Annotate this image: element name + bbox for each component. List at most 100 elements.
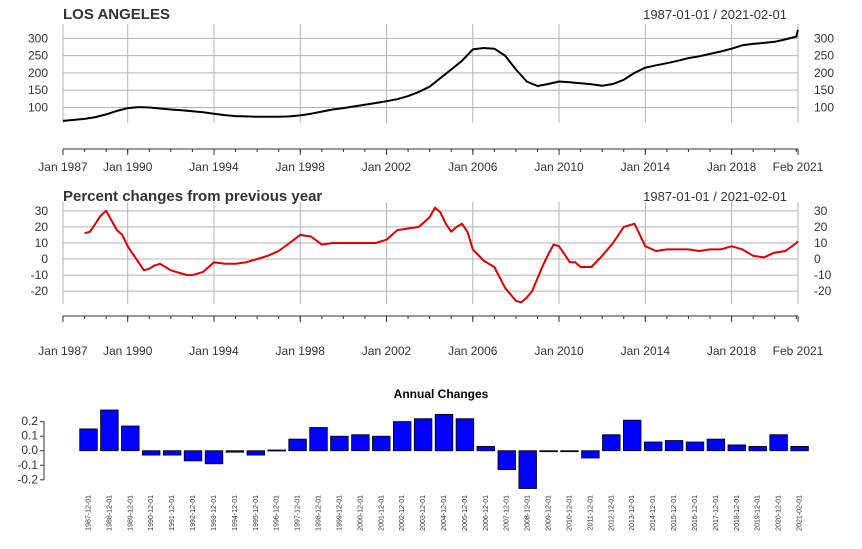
annual-change-bar: [372, 435, 391, 452]
x-tick-label: Jan 1990: [103, 160, 153, 174]
y-tick-label-right: 30: [814, 204, 828, 218]
y-tick-label-left: 150: [28, 83, 48, 97]
bar-x-tick-label: 2001-12-01: [378, 495, 385, 531]
annual-change-bar: [309, 427, 328, 452]
y-tick-label-right: 100: [814, 100, 834, 114]
bar-x-tick-label: 1990-12-01: [148, 495, 155, 531]
annual-change-bar: [644, 441, 663, 452]
bar-x-tick-label: 1991-12-01: [169, 495, 176, 531]
bar-x-tick-label: 2007-12-01: [504, 495, 511, 531]
bar-x-tick-label: 1988-12-01: [106, 495, 113, 531]
y-tick-label-left: -10: [31, 268, 49, 282]
y-tick-label-left: 250: [28, 49, 48, 63]
bar-x-tick-label: 1998-12-01: [316, 495, 323, 531]
bar-y-tick-label: 0.2: [21, 414, 38, 428]
y-tick-label-left: -20: [31, 284, 49, 298]
annual-change-bar: [162, 450, 182, 456]
annual-change-bar: [455, 418, 475, 452]
y-tick-label-right: 300: [814, 31, 834, 45]
bar-x-tick-label: 1994-12-01: [232, 495, 239, 531]
annual-change-bar: [183, 450, 203, 462]
percent-change-chart-date-range: 1987-01-01 / 2021-02-01: [643, 189, 787, 204]
annual-change-bar: [790, 445, 809, 452]
bar-x-tick-label: 2008-12-01: [525, 495, 532, 531]
bar-x-tick-label: 2021-02-01: [797, 495, 804, 531]
annual-change-bar: [518, 450, 537, 489]
x-tick-label: Jan 2006: [448, 344, 498, 358]
bar-x-tick-label: 1989-12-01: [127, 495, 134, 531]
bar-x-tick-label: 1992-12-01: [190, 495, 197, 531]
x-tick-label: Jan 1987: [38, 344, 88, 358]
bar-x-tick-label: 2014-12-01: [650, 495, 657, 531]
bar-x-tick-label: 2011-12-01: [587, 495, 594, 530]
annual-change-bar: [560, 450, 579, 453]
bar-x-tick-label: 1999-12-01: [336, 495, 343, 531]
percent-change-chart-title: Percent changes from previous year: [63, 188, 322, 205]
annual-change-bar: [769, 434, 788, 452]
annual-change-bar: [581, 450, 600, 459]
x-tick-label: Jan 2018: [707, 344, 757, 358]
bar-x-tick-label: 2010-12-01: [567, 495, 574, 531]
bar-x-tick-label: 2004-12-01: [441, 495, 448, 531]
annual-changes-title: Annual Changes: [394, 387, 489, 401]
price-chart: 100 100 150 150 200 200 250 250 300 300 Jan 1987 Ja…: [28, 24, 834, 174]
y-tick-label-right: 20: [814, 220, 828, 234]
bar-x-tick-label: 2002-12-01: [399, 495, 406, 531]
bar-x-tick-label: 2018-12-01: [734, 495, 741, 531]
x-tick-label: Jan 2002: [362, 344, 412, 358]
y-tick-label-right: -20: [814, 284, 832, 298]
x-tick-label: Feb 2021: [773, 344, 824, 358]
annual-change-bar: [685, 441, 705, 452]
series-line: [62, 29, 799, 122]
annual-change-bar: [539, 450, 558, 453]
annual-change-bar: [413, 418, 433, 452]
x-tick-label: Jan 2010: [534, 344, 584, 358]
annual-change-bar: [706, 438, 726, 452]
bar-y-tick-label: 0.0: [21, 443, 38, 457]
bar-x-tick-label: 2009-12-01: [546, 495, 553, 531]
x-tick-label: Feb 2021: [773, 160, 824, 174]
annual-change-bar: [121, 425, 140, 452]
annual-change-bar: [141, 450, 161, 456]
annual-changes-chart: -0.2-0.10.00.10.2 1987-12-01 1988-12-01 198…: [17, 409, 809, 531]
x-tick-label: Jan 2018: [707, 160, 757, 174]
y-tick-label-left: 0: [41, 252, 48, 266]
x-tick-label: Jan 2014: [621, 160, 671, 174]
annual-change-bar: [748, 445, 767, 452]
bar-y-tick-label: -0.1: [17, 458, 38, 472]
y-tick-label-right: 250: [814, 49, 834, 63]
annual-change-bar: [351, 434, 370, 452]
y-tick-label-left: 100: [28, 100, 48, 114]
annual-change-bar: [288, 438, 307, 452]
bar-y-tick-label: 0.1: [21, 429, 38, 443]
percent-change-chart: -20 -20 -10 -10 0 0 10 10 20 20 30 30 Jan 1987 Jan 19…: [31, 202, 832, 358]
bar-x-tick-label: 1997-12-01: [295, 495, 302, 531]
y-tick-label-right: 0: [814, 252, 821, 266]
annual-change-bar: [246, 450, 266, 456]
annual-change-bar: [434, 413, 454, 452]
bar-x-tick-label: 2000-12-01: [357, 495, 364, 531]
y-tick-label-right: -10: [814, 268, 832, 282]
annual-change-bar: [392, 421, 412, 452]
y-tick-label-right: 200: [814, 66, 834, 80]
annual-change-bar: [727, 444, 747, 452]
y-tick-label-left: 30: [35, 204, 49, 218]
series-line: [84, 206, 799, 304]
x-tick-label: Jan 2002: [362, 160, 412, 174]
bar-x-tick-label: 2013-12-01: [629, 495, 636, 531]
bar-x-tick-label: 2012-12-01: [608, 495, 615, 531]
y-tick-label-left: 20: [35, 220, 49, 234]
annual-change-bar: [664, 440, 684, 452]
y-tick-label-left: 10: [35, 236, 49, 250]
x-tick-label: Jan 1987: [38, 160, 88, 174]
annual-change-bar: [100, 409, 119, 452]
y-tick-label-left: 300: [28, 31, 48, 45]
bar-x-tick-label: 2016-12-01: [692, 495, 699, 531]
price-chart-date-range: 1987-01-01 / 2021-02-01: [643, 7, 787, 22]
annual-change-bar: [497, 450, 517, 471]
bar-x-tick-label: 2017-12-01: [713, 495, 720, 531]
y-tick-label-right: 150: [814, 83, 834, 97]
price-chart-title: LOS ANGELES: [63, 6, 170, 23]
bar-x-tick-label: 2015-12-01: [671, 495, 678, 531]
